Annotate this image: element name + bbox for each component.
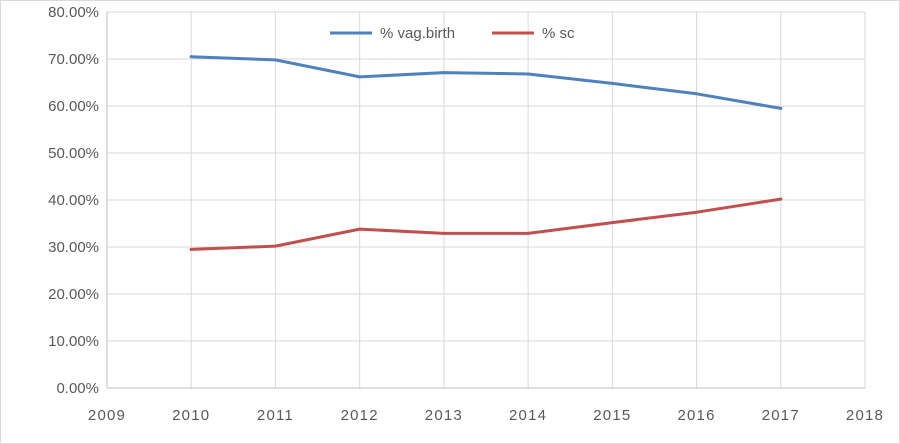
legend-label-sc: % sc <box>542 25 575 42</box>
series-line-vag-birth <box>189 55 783 110</box>
data-point-vag-birth <box>442 71 446 75</box>
y-tick-label: 20.00% <box>48 286 99 303</box>
x-tick-label: 2018 <box>846 407 884 424</box>
y-tick-label: 30.00% <box>48 239 99 256</box>
x-tick-label: 2014 <box>509 407 547 424</box>
data-point-sc <box>779 197 783 201</box>
legend-label-vag-birth: % vag.birth <box>380 25 455 42</box>
data-point-sc <box>610 221 614 225</box>
y-tick-label: 10.00% <box>48 333 99 350</box>
x-tick-label: 2016 <box>677 407 715 424</box>
x-tick-label: 2017 <box>762 407 800 424</box>
data-point-sc <box>358 227 362 231</box>
x-tick-label: 2010 <box>172 407 210 424</box>
series-line-sc <box>189 197 783 251</box>
y-tick-label: 70.00% <box>48 51 99 68</box>
x-tick-label: 2013 <box>425 407 463 424</box>
data-point-sc <box>695 210 699 214</box>
x-tick-label: 2012 <box>341 407 379 424</box>
x-tick-label: 2009 <box>88 407 126 424</box>
y-tick-label: 0.00% <box>56 380 99 397</box>
y-tick-label: 80.00% <box>48 4 99 21</box>
data-point-sc <box>273 244 277 248</box>
axes: 0.00% 10.00% 20.00% 30.00% 40.00% 50.00% 60.00… <box>48 4 884 424</box>
y-tick-label: 40.00% <box>48 192 99 209</box>
data-point-vag-birth <box>695 92 699 96</box>
legend: % vag.birth % sc <box>330 25 575 42</box>
data-point-vag-birth <box>779 106 783 110</box>
data-point-vag-birth <box>189 55 193 59</box>
x-tick-label: 2015 <box>593 407 631 424</box>
x-tick-label: 2011 <box>257 407 294 424</box>
y-tick-label: 50.00% <box>48 145 99 162</box>
gridlines <box>107 11 866 388</box>
data-point-vag-birth <box>273 58 277 62</box>
series-lines <box>189 55 783 251</box>
data-point-vag-birth <box>358 75 362 79</box>
data-point-sc <box>526 231 530 235</box>
data-point-sc <box>442 231 446 235</box>
data-point-sc <box>189 247 193 251</box>
data-point-vag-birth <box>526 72 530 76</box>
data-point-vag-birth <box>610 81 614 85</box>
y-tick-label: 60.00% <box>48 98 99 115</box>
